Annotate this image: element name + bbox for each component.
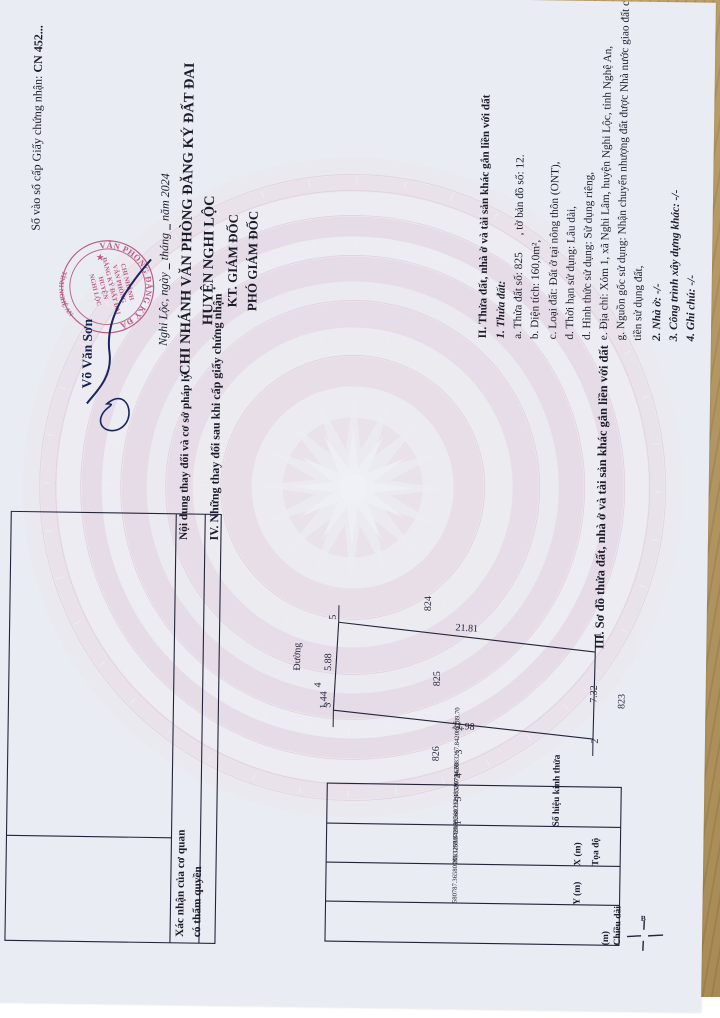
svg-text:824: 824 xyxy=(423,596,434,611)
svg-text:826: 826 xyxy=(431,746,442,761)
svg-text:5.88: 5.88 xyxy=(323,653,334,671)
svg-text:Đường: Đường xyxy=(292,643,303,671)
svg-text:1.44: 1.44 xyxy=(318,691,329,709)
svg-text:4: 4 xyxy=(313,682,324,687)
svg-text:7.32: 7.32 xyxy=(589,685,600,703)
svg-text:823: 823 xyxy=(616,694,627,709)
svg-text:21.81: 21.81 xyxy=(455,622,478,634)
svg-text:825: 825 xyxy=(432,671,443,686)
svg-text:21.98: 21.98 xyxy=(452,720,475,733)
svg-text:5: 5 xyxy=(328,615,339,620)
svg-text:2: 2 xyxy=(590,738,601,743)
